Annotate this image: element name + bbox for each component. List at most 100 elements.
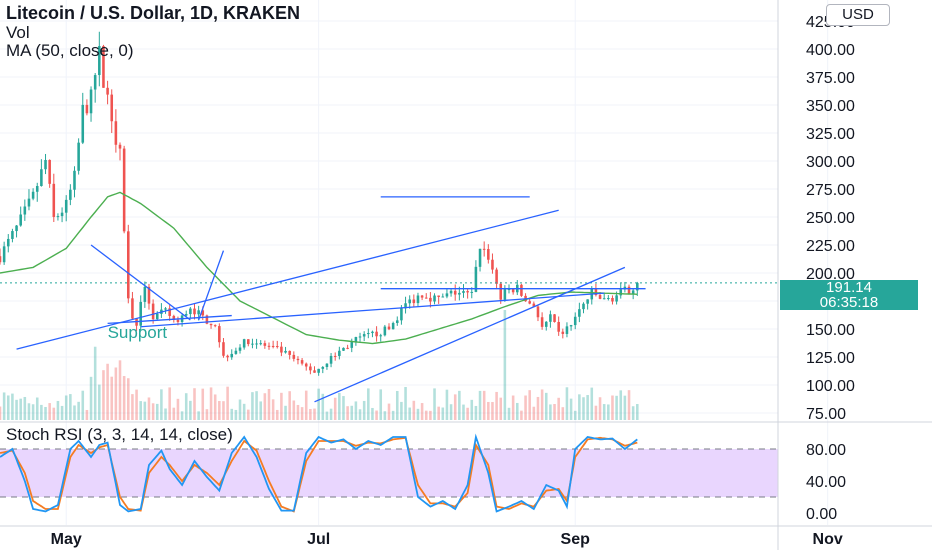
candle-body bbox=[325, 363, 329, 368]
candle-body bbox=[238, 347, 242, 351]
volume-bar bbox=[627, 390, 631, 420]
price-tick-label: 250.00 bbox=[806, 210, 855, 227]
candle-body bbox=[499, 283, 503, 300]
volume-bar bbox=[73, 405, 76, 420]
candle-body bbox=[313, 370, 316, 373]
ma-50-line bbox=[0, 191, 638, 345]
volume-bar bbox=[445, 389, 449, 420]
trend-line bbox=[107, 314, 232, 325]
candle-body bbox=[594, 288, 598, 296]
candle-body bbox=[528, 301, 531, 304]
volume-bar bbox=[201, 388, 205, 420]
volume-bar bbox=[383, 411, 387, 420]
volume-bar bbox=[238, 399, 242, 420]
candle-body bbox=[139, 301, 142, 326]
candle-body bbox=[549, 314, 552, 322]
volume-bar bbox=[160, 389, 163, 420]
volume-bar bbox=[263, 393, 267, 420]
volume-bar bbox=[102, 370, 105, 420]
volume-bar bbox=[437, 406, 440, 420]
candle-body bbox=[44, 159, 47, 170]
price-tick-label: 200.00 bbox=[806, 266, 855, 283]
volume-bar bbox=[395, 390, 399, 420]
price-tick-label: 400.00 bbox=[806, 42, 855, 59]
volume-bar bbox=[329, 408, 333, 420]
volume-bar bbox=[631, 406, 635, 420]
volume-bar bbox=[573, 410, 577, 420]
candle-body bbox=[491, 259, 494, 270]
volume-bar bbox=[586, 395, 589, 420]
candle-body bbox=[93, 75, 97, 90]
candle-body bbox=[540, 317, 544, 327]
volume-bar bbox=[470, 399, 474, 420]
volume-bar bbox=[408, 407, 411, 420]
volume-bar bbox=[98, 384, 101, 420]
volume-bar bbox=[474, 405, 478, 420]
candle-body bbox=[520, 284, 523, 296]
price-tick-label: 350.00 bbox=[806, 98, 855, 115]
stoch-band-fill bbox=[0, 449, 778, 497]
volume-bar bbox=[371, 407, 374, 420]
volume-bar bbox=[143, 401, 147, 420]
volume-bar bbox=[222, 401, 225, 420]
volume-bar bbox=[449, 404, 453, 420]
volume-bar bbox=[81, 390, 85, 420]
currency-button[interactable]: USD bbox=[826, 4, 890, 26]
candles bbox=[0, 31, 639, 376]
volume-bar bbox=[234, 409, 238, 420]
candle-body bbox=[64, 199, 68, 213]
candle-body bbox=[536, 306, 540, 318]
candle-body bbox=[395, 320, 399, 324]
support-annotation: Support bbox=[108, 323, 168, 342]
volume-bar bbox=[507, 407, 511, 420]
volume-bar bbox=[213, 394, 217, 420]
candle-body bbox=[81, 104, 85, 143]
candle-body bbox=[89, 89, 93, 114]
volume-bar bbox=[197, 411, 200, 420]
volume-bar bbox=[516, 402, 519, 420]
candle-body bbox=[143, 286, 147, 302]
volume-bar bbox=[540, 389, 544, 420]
candle-body bbox=[383, 326, 387, 336]
candle-body bbox=[242, 339, 246, 348]
stoch-tick-label: 80.00 bbox=[806, 442, 846, 459]
candle-body bbox=[371, 331, 374, 334]
volume-bar bbox=[122, 376, 126, 420]
volume-bar bbox=[0, 406, 2, 420]
candle-body bbox=[507, 289, 511, 291]
candle-body bbox=[40, 169, 43, 187]
candle-body bbox=[271, 345, 275, 347]
candle-body bbox=[230, 353, 234, 358]
candle-body bbox=[631, 290, 635, 295]
candle-body bbox=[462, 291, 465, 293]
volume-bar bbox=[218, 401, 221, 420]
candle-body bbox=[367, 333, 370, 335]
candle-body bbox=[561, 331, 565, 334]
candle-body bbox=[284, 350, 287, 353]
candle-body bbox=[387, 326, 391, 330]
volume-bar bbox=[226, 386, 229, 420]
candle-body bbox=[164, 308, 167, 310]
last-price-tag: 191.14 06:35:18 bbox=[780, 280, 918, 310]
trend-line bbox=[90, 244, 191, 321]
candle-body bbox=[205, 315, 209, 324]
price-tick-label: 100.00 bbox=[806, 378, 855, 395]
candle-body bbox=[602, 298, 606, 300]
candle-body bbox=[176, 319, 180, 322]
volume-bar bbox=[2, 392, 6, 420]
volume-bar bbox=[27, 403, 31, 420]
candle-body bbox=[321, 367, 325, 369]
volume-bar bbox=[40, 404, 43, 420]
price-tick-label: 450.00 bbox=[806, 0, 855, 3]
candle-body bbox=[569, 325, 573, 327]
volume-bar bbox=[636, 404, 639, 420]
volume-bar bbox=[60, 405, 64, 420]
time-tick-label: Jul bbox=[307, 531, 330, 548]
candle-body bbox=[218, 326, 221, 343]
volume-bar bbox=[255, 391, 258, 420]
candle-body bbox=[168, 308, 171, 316]
volume-bar bbox=[325, 411, 329, 420]
volume-bar bbox=[358, 409, 362, 420]
candle-body bbox=[11, 231, 14, 239]
